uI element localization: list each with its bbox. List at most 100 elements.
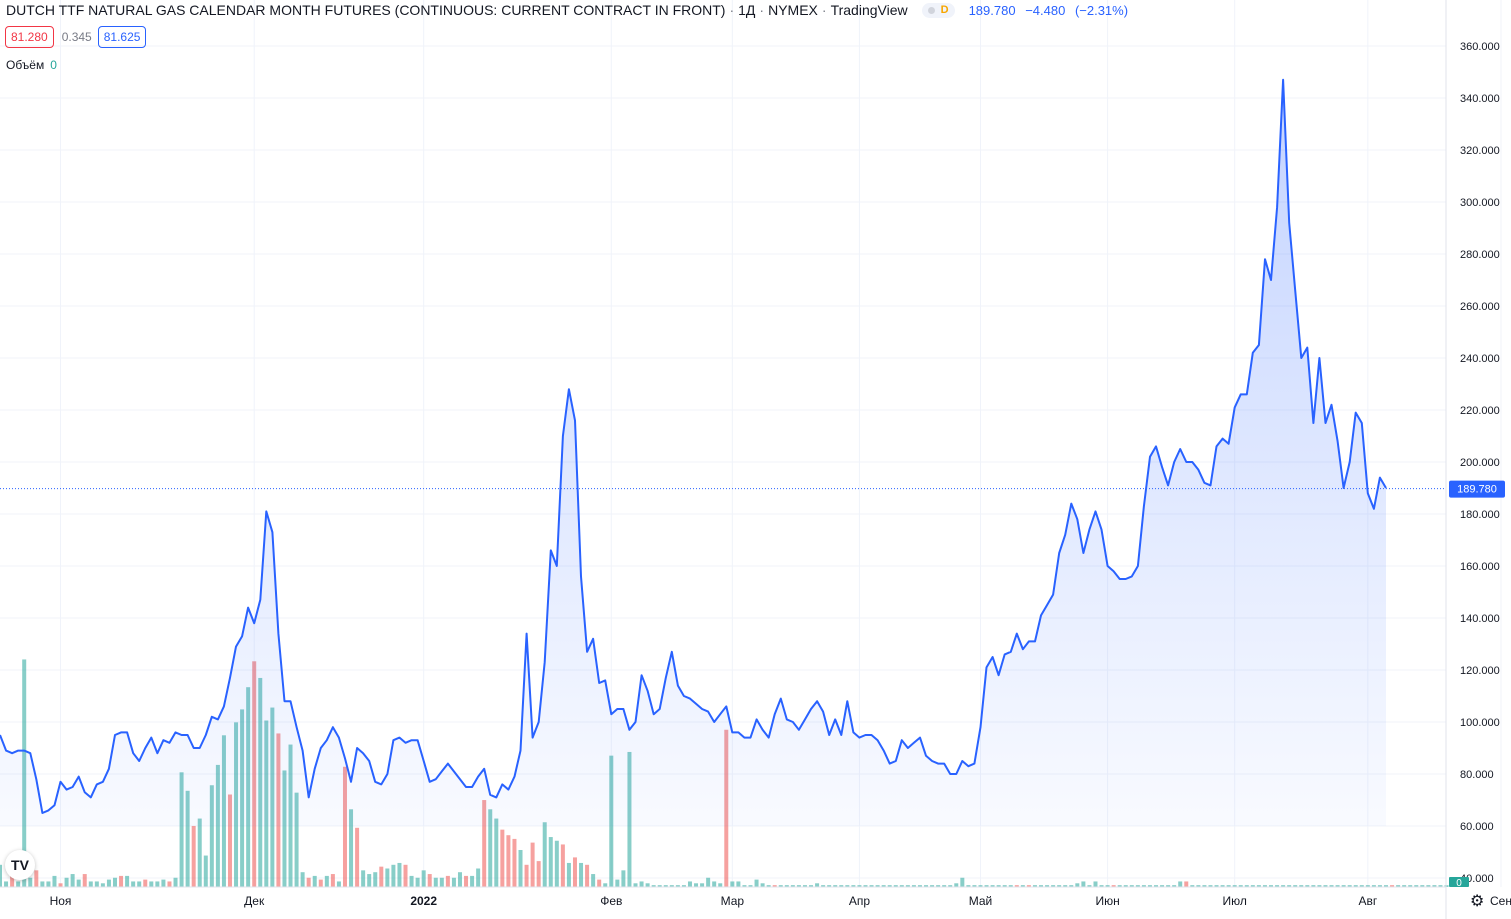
- volume-bar: [391, 864, 396, 887]
- volume-legend[interactable]: Объём 0: [6, 58, 57, 72]
- volume-bar: [64, 877, 69, 887]
- time-tick-label: Май: [969, 894, 993, 908]
- volume-bar: [1414, 885, 1419, 887]
- volume-bar: [802, 885, 807, 887]
- volume-bar: [597, 879, 602, 887]
- volume-bar: [185, 790, 190, 887]
- price-tick-label: 140.000: [1460, 613, 1500, 625]
- volume-bar: [1069, 885, 1074, 887]
- volume-bar: [1008, 885, 1013, 887]
- volume-bar: [518, 850, 523, 887]
- time-tick-label: Апр: [849, 894, 871, 908]
- volume-bar: [675, 885, 680, 887]
- logo-text: TV: [11, 857, 29, 873]
- volume-bar: [736, 881, 741, 887]
- volume-bar: [663, 885, 668, 887]
- price-tick-label: 260.000: [1460, 301, 1500, 313]
- volume-bar: [1057, 885, 1062, 887]
- volume-bar: [439, 877, 444, 887]
- volume-bar: [1202, 885, 1207, 887]
- volume-bar: [1262, 885, 1267, 887]
- volume-bar: [1051, 885, 1056, 887]
- volume-bar: [827, 885, 832, 887]
- price-tick-label: 180.000: [1460, 509, 1500, 521]
- volume-bar: [1353, 885, 1358, 887]
- interval-label[interactable]: 1Д: [738, 2, 756, 18]
- volume-value: 0: [50, 58, 57, 72]
- price-tick-label: 280.000: [1460, 249, 1500, 261]
- volume-label: Объём: [6, 58, 45, 72]
- volume-bar: [16, 881, 21, 887]
- volume-bar: [687, 881, 692, 887]
- volume-bar: [633, 883, 638, 887]
- volume-bar: [1238, 885, 1243, 887]
- volume-bar: [82, 874, 87, 887]
- volume-bar: [1293, 885, 1298, 887]
- volume-bar: [397, 862, 402, 887]
- price-tick-label: 80.000: [1460, 769, 1494, 781]
- volume-bar: [996, 885, 1001, 887]
- volume-bar: [887, 885, 892, 887]
- volume-bar: [1184, 881, 1189, 887]
- volume-bar: [149, 881, 154, 887]
- volume-bar: [905, 885, 910, 887]
- volume-bar: [960, 877, 965, 887]
- data-type-letter: D: [940, 4, 949, 16]
- volume-bar: [821, 885, 826, 887]
- volume-bar: [1045, 885, 1050, 887]
- volume-bar: [131, 881, 136, 887]
- gear-icon[interactable]: ⚙: [1470, 893, 1485, 910]
- volume-bar: [936, 885, 941, 887]
- volume-bar: [754, 879, 759, 887]
- volume-bar: [1160, 885, 1165, 887]
- volume-bar: [1154, 885, 1159, 887]
- volume-bar: [972, 885, 977, 887]
- sell-price-button[interactable]: 81.280: [5, 26, 54, 48]
- volume-bar: [712, 881, 717, 887]
- price-axis[interactable]: 360.000 340.000 320.000 300.000 280.000 260.0…: [1445, 0, 1505, 919]
- symbol-title[interactable]: DUTCH TTF NATURAL GAS CALENDAR MONTH FUT…: [6, 2, 726, 18]
- separator: ·: [759, 2, 765, 18]
- time-tick-label: Фев: [600, 894, 622, 908]
- time-axis[interactable]: НояДек2022ФевМарАпрМайИюнИюлАвгСенОкт: [0, 886, 1511, 908]
- volume-bar: [1081, 881, 1086, 887]
- volume-bar: [1275, 885, 1280, 887]
- volume-bar: [1311, 885, 1316, 887]
- volume-bar: [966, 885, 971, 887]
- volume-bar: [1105, 885, 1110, 887]
- last-price-marker: [1449, 480, 1505, 498]
- volume-bar: [119, 875, 124, 887]
- volume-bar: [1402, 885, 1407, 887]
- volume-bar: [1020, 885, 1025, 887]
- volume-bar: [1396, 885, 1401, 887]
- volume-bar: [760, 883, 765, 887]
- volume-bar: [94, 881, 99, 887]
- volume-axis-label: 0: [1456, 878, 1462, 889]
- volume-bar: [1172, 885, 1177, 887]
- volume-bar: [869, 885, 874, 887]
- volume-bar: [70, 874, 75, 887]
- volume-bar: [379, 866, 384, 887]
- volume-bar: [833, 885, 838, 887]
- volume-bar: [645, 883, 650, 887]
- volume-bar: [954, 883, 959, 887]
- volume-bar: [1432, 885, 1437, 887]
- buy-price-button[interactable]: 81.625: [97, 26, 147, 48]
- volume-bar: [1390, 885, 1395, 887]
- volume-bar: [1117, 885, 1122, 887]
- market-status-badge[interactable]: D: [921, 2, 955, 18]
- volume-bar: [536, 861, 541, 887]
- time-tick-label: Сен: [1490, 894, 1511, 908]
- quote-values: 189.780 −4.480 (−2.31%): [969, 3, 1135, 18]
- volume-bar: [524, 864, 529, 887]
- tradingview-logo-icon[interactable]: TV: [5, 850, 35, 880]
- volume-bar: [1039, 885, 1044, 887]
- volume-bar: [585, 864, 590, 887]
- volume-bar: [772, 885, 777, 887]
- volume-bar: [173, 877, 178, 887]
- time-tick-label: Авг: [1358, 894, 1377, 908]
- volume-bar: [330, 874, 335, 887]
- volume-bar: [1014, 885, 1019, 887]
- price-line: [0, 78, 1387, 814]
